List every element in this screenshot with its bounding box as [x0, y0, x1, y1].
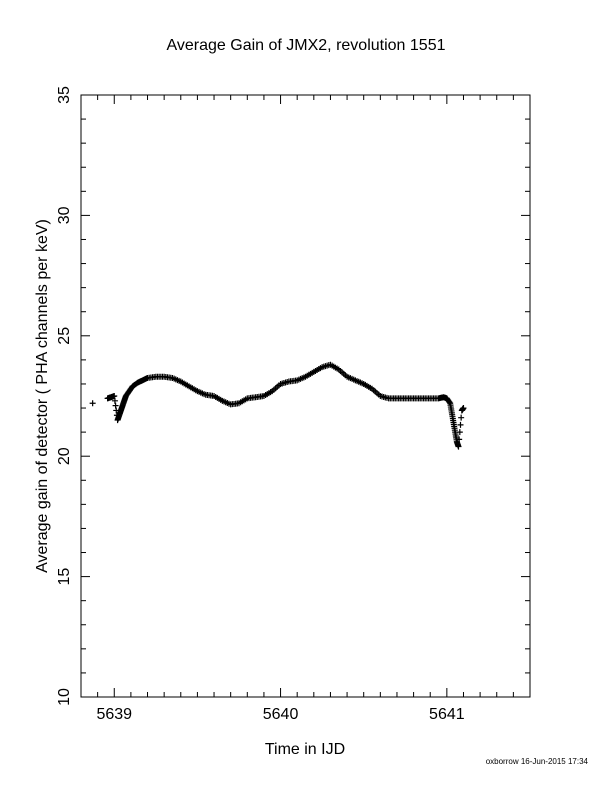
data-point	[446, 399, 453, 406]
footer-timestamp: oxborrow 16-Jun-2015 17:34	[485, 757, 588, 766]
y-tick-label: 25	[56, 327, 73, 345]
y-tick-label: 35	[56, 86, 73, 104]
x-tick-label: 5640	[263, 706, 299, 723]
axis-tick-labels: 10 15 20 25 30 35 5639 5640 5641	[56, 86, 465, 723]
y-tick-label: 30	[56, 206, 73, 224]
x-tick-label: 5639	[96, 706, 132, 723]
y-tick-label: 20	[56, 447, 73, 465]
y-tick-label: 10	[56, 688, 73, 706]
data-point	[460, 405, 467, 412]
data-point	[112, 402, 119, 409]
data-point	[455, 443, 462, 450]
data-point	[111, 397, 118, 404]
y-axis-label: Average gain of detector ( PHA channels …	[34, 219, 51, 573]
data-point	[456, 429, 463, 436]
axis-ticks	[80, 94, 531, 698]
data-point	[111, 393, 118, 399]
chart-title: Average Gain of JMX2, revolution 1551	[166, 37, 446, 54]
data-point	[456, 436, 463, 443]
plot-frame	[80, 94, 531, 698]
data-points	[89, 361, 467, 450]
data-point	[458, 414, 465, 421]
data-point	[89, 400, 96, 407]
y-tick-label: 15	[56, 568, 73, 586]
x-axis-label: Time in IJD	[265, 741, 345, 758]
x-tick-label: 5641	[429, 706, 465, 723]
data-point	[457, 421, 464, 428]
